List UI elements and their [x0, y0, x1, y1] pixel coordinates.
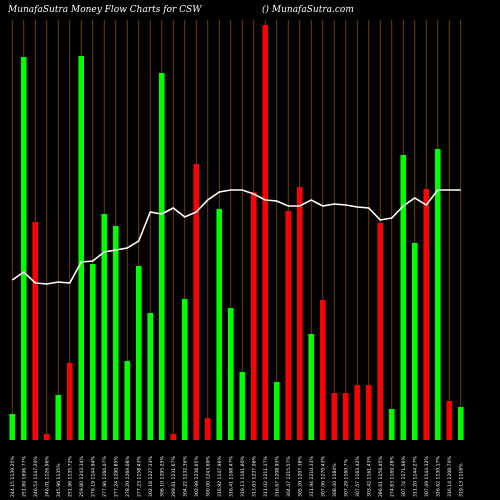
bar [9, 414, 16, 440]
bar [388, 409, 395, 440]
bar [446, 401, 453, 440]
x-tick-label: 245.96 1135% [56, 463, 62, 497]
bar [181, 299, 188, 440]
bar [170, 434, 177, 440]
x-tick-label: 244.15 1139.25% [10, 455, 16, 497]
bar [66, 363, 73, 440]
x-tick-label: 313.03 1237.06% [251, 455, 257, 497]
x-tick-label: 277.23 1158.43% [136, 455, 142, 497]
bar [273, 382, 280, 440]
bar [101, 214, 108, 440]
x-tick-label: 326.62 1130.17% [435, 455, 441, 497]
x-tick-label: 302.99 1236.65% [194, 455, 200, 497]
bar [89, 264, 96, 440]
x-tick-label: 316.41 1168.47% [228, 455, 234, 497]
x-tick-label: 300.00 1243.69% [205, 455, 211, 497]
x-tick-label: 316.14 1208.70% [447, 455, 453, 497]
bar [135, 266, 142, 440]
bar [354, 385, 361, 440]
bar [296, 187, 303, 440]
x-tick-label: 246.53 1147.20% [33, 455, 39, 497]
x-tick-label: 246.01 1126.96% [44, 455, 50, 497]
x-tick-label: 304.47 1215.57% [286, 455, 292, 497]
x-tick-label: 251.96 1135.72% [67, 455, 73, 497]
x-tick-label: 274.83 1169.28% [389, 455, 395, 497]
x-tick-label: 306.10 1295.25% [159, 455, 165, 497]
x-tick-label: 311.94 1210.33% [309, 455, 315, 497]
bar [262, 25, 269, 440]
bar [400, 155, 407, 440]
chart-title: MunafaSutra Money Flow Charts for CSW [7, 5, 202, 15]
bar [250, 192, 257, 440]
bar [193, 164, 200, 440]
bar [112, 226, 119, 440]
x-tick-label: 307.74 1171.96% [401, 455, 407, 497]
bar [20, 57, 27, 440]
bar [204, 418, 211, 440]
bar [216, 209, 223, 440]
bar [285, 211, 292, 440]
bar [331, 393, 338, 440]
money-flow-line [11, 189, 461, 285]
x-tick-label: 311.02 1211.17% [263, 455, 269, 497]
x-tick-label: 277.24 1290.85% [113, 455, 119, 497]
bar [377, 223, 384, 440]
x-tick-label: 286.61 1156.45% [378, 455, 384, 497]
bar [43, 434, 50, 440]
x-tick-label: 307.57 1163.42% [355, 455, 361, 497]
x-tick-label: 308.40 1184% [332, 463, 338, 497]
bar [411, 243, 418, 440]
bar [319, 300, 326, 440]
x-tick-label: 316.92 1147.96% [217, 455, 223, 497]
x-tick-label: 302.18 1227.33% [148, 455, 154, 497]
bar [308, 334, 315, 440]
bar [124, 361, 131, 440]
x-tick-label: 307.49 1144.32% [424, 455, 430, 497]
bar [423, 189, 430, 440]
bar [239, 372, 246, 440]
x-tick-label: 307.29 1160.7% [343, 458, 349, 497]
x-tick-label: 316.67 1208.93% [274, 455, 280, 497]
x-tick-label: 319.13 1161.60% [240, 455, 246, 497]
x-tick-label: 276.19 1144.94% [90, 455, 96, 497]
bar [457, 407, 464, 440]
chart-subtitle: () MunafaSutra.com [262, 4, 354, 15]
x-tick-label: 305.20 1207.38% [297, 455, 303, 497]
bar [434, 149, 441, 440]
x-tick-label: 319.13 1118% [458, 463, 464, 497]
bar [78, 56, 85, 440]
bar [365, 385, 372, 440]
x-tick-label: 311.20 1144.27% [412, 455, 418, 497]
x-tick-label: 277.96 1260.07% [102, 455, 108, 497]
bar [32, 222, 39, 440]
x-tick-label: 259.80 1243.34% [79, 455, 85, 497]
bar [342, 393, 349, 440]
bar [147, 313, 154, 440]
bar [158, 73, 165, 440]
x-tick-label: 307.06 1270.43% [320, 455, 326, 497]
x-tick-label: 278.20 1269.08% [125, 455, 131, 497]
bar [55, 395, 62, 440]
bar [227, 308, 234, 440]
x-tick-label: 251.89 1696.77% [21, 455, 27, 497]
x-tick-label: 303.42 1161.43% [366, 455, 372, 497]
x-tick-label: 304.22 1232.36% [182, 455, 188, 497]
x-tick-label: 299.61 1231.67% [171, 455, 177, 497]
